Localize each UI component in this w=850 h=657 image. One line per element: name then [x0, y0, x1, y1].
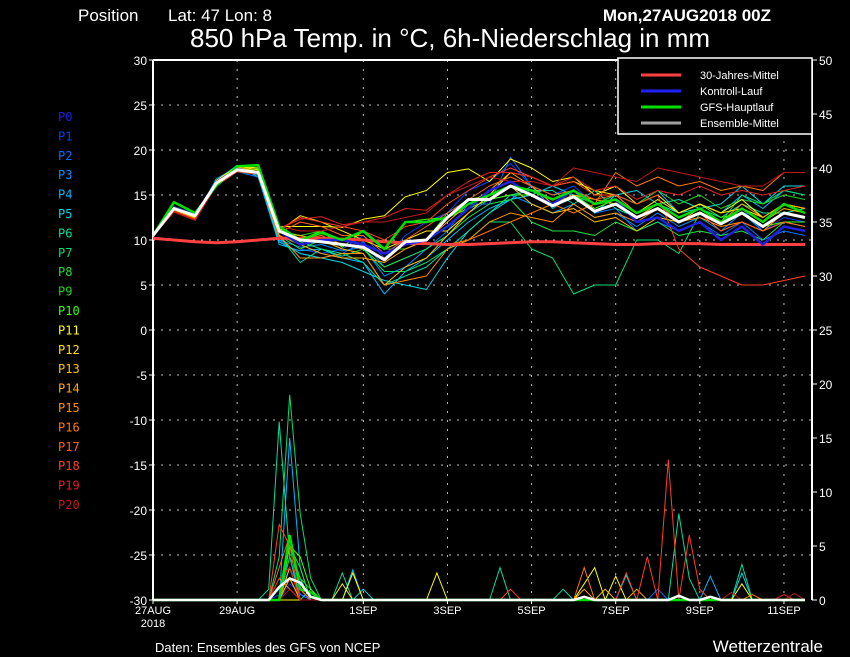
left-tick-label: 10 [134, 234, 148, 248]
member-label-p6: P6 [58, 226, 72, 240]
member-label-p1: P1 [58, 129, 72, 143]
x-tick-label: 29AUG [219, 605, 255, 617]
data-source: Daten: Ensembles des GFS von NCEP [155, 640, 380, 655]
left-tick-label: -20 [130, 504, 148, 518]
left-tick-label: -30 [130, 594, 148, 608]
member-label-p20: P20 [58, 498, 80, 512]
left-tick-label: 25 [134, 99, 148, 113]
right-tick-label: 0 [819, 594, 826, 608]
legend-label: Ensemble-Mittel [700, 118, 779, 130]
member-label-p14: P14 [58, 382, 80, 396]
x-tick-label: 3SEP [433, 605, 461, 617]
precip-line-p6 [153, 421, 805, 601]
member-label-p9: P9 [58, 285, 72, 299]
x-tick-label: 1SEP [349, 605, 377, 617]
right-tick-label: 50 [819, 54, 833, 68]
chart-title: 850 hPa Temp. in °C, 6h-Niederschlag in … [190, 23, 710, 53]
position-label: Position [78, 6, 138, 25]
right-tick-label: 40 [819, 162, 833, 176]
legend-label: GFS-Hauptlauf [700, 102, 774, 114]
member-label-p16: P16 [58, 420, 80, 434]
precip-line-p4 [153, 437, 805, 601]
member-label-p19: P19 [58, 479, 80, 493]
run-date: Mon,27AUG2018 00Z [603, 6, 771, 25]
right-tick-label: 5 [819, 540, 826, 554]
member-label-p2: P2 [58, 149, 72, 163]
right-tick-label: 15 [819, 432, 833, 446]
member-label-p11: P11 [58, 323, 80, 337]
precip-line-p2 [153, 555, 805, 601]
x-tick-label: 11SEP [767, 605, 800, 617]
temp-line-p20 [152, 167, 805, 236]
right-tick-label: 45 [819, 108, 833, 122]
x-tick-label: 5SEP [518, 605, 546, 617]
left-tick-label: 30 [134, 54, 148, 68]
axes: 302520151050-5-10-15-20-25-3050454035302… [130, 54, 833, 630]
member-labels: P0 P1 P2 P3 P4 P5 P6 P7 P8 P9 P10 P11 P12 P13 P14 P15 P1… [58, 110, 80, 512]
precip-line-p17 [153, 533, 805, 601]
member-label-p5: P5 [58, 207, 72, 221]
temp-line-climatology [152, 236, 805, 246]
member-label-p12: P12 [58, 343, 80, 357]
precip-line-gfs-main [153, 534, 805, 602]
x-tick-label: 27AUG [135, 605, 171, 617]
member-label-p13: P13 [58, 362, 80, 376]
x-tick-year: 2018 [141, 618, 165, 630]
left-tick-label: -5 [136, 369, 147, 383]
precip-line-p10 [153, 544, 805, 601]
member-label-p15: P15 [58, 401, 80, 415]
precip-line-p18 [153, 459, 805, 602]
member-label-p10: P10 [58, 304, 80, 318]
x-tick-label: 9SEP [686, 605, 714, 617]
precip-line-p3 [153, 535, 805, 601]
right-tick-label: 10 [819, 486, 833, 500]
left-tick-label: 5 [140, 279, 147, 293]
member-label-p0: P0 [58, 110, 72, 124]
precip-line-p16 [153, 535, 805, 601]
member-label-p4: P4 [58, 188, 72, 202]
right-tick-label: 20 [819, 378, 833, 392]
precip-line-p5 [153, 544, 805, 601]
temp-line-ensemble-mean [151, 168, 806, 262]
brand-wetterzentrale: Wetterzentrale [713, 637, 823, 656]
grid [153, 60, 812, 600]
member-label-p3: P3 [58, 168, 72, 182]
left-tick-label: -10 [130, 414, 148, 428]
member-label-p17: P17 [58, 440, 80, 454]
member-label-p18: P18 [58, 459, 80, 473]
legend-box [617, 57, 813, 135]
member-label-p7: P7 [58, 246, 72, 260]
left-tick-label: 0 [140, 324, 147, 338]
right-tick-label: 30 [819, 270, 833, 284]
temp-line-p19 [152, 169, 806, 236]
left-tick-label: -25 [130, 549, 148, 563]
series [151, 156, 806, 602]
legend: 30-Jahres-Mittel Kontroll-Lauf GFS-Hauptla… [617, 57, 813, 135]
precip-line-ensemble-mean [153, 576, 805, 602]
left-tick-label: 20 [134, 144, 148, 158]
right-tick-label: 35 [819, 216, 833, 230]
precip-line-p7 [153, 394, 805, 601]
precip-line-p9 [153, 555, 805, 601]
lat-lon: Lat: 47 Lon: 8 [168, 6, 272, 25]
left-tick-label: -15 [130, 459, 148, 473]
member-label-p8: P8 [58, 265, 72, 279]
left-tick-label: 15 [134, 189, 148, 203]
legend-label: 30-Jahres-Mittel [700, 70, 779, 82]
legend-label: Kontroll-Lauf [700, 86, 763, 98]
x-tick-label: 7SEP [602, 605, 630, 617]
right-tick-label: 25 [819, 324, 833, 338]
precip-line-p8 [153, 544, 805, 601]
